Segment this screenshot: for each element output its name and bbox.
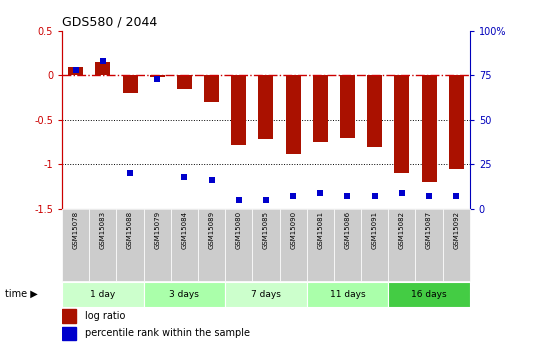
Bar	[340, 76, 355, 138]
Bar	[171, 209, 198, 281]
Point	[71, 67, 80, 73]
Bar	[443, 209, 470, 281]
Point	[343, 194, 352, 199]
Bar	[422, 76, 436, 182]
Bar	[280, 209, 307, 281]
Bar	[388, 209, 415, 281]
Text: GSM15084: GSM15084	[181, 211, 187, 249]
Bar	[62, 282, 144, 306]
Bar	[286, 76, 301, 154]
Bar	[367, 76, 382, 147]
Text: 3 days: 3 days	[170, 289, 199, 299]
Text: GSM15086: GSM15086	[345, 211, 350, 249]
Point	[234, 197, 243, 203]
Bar	[313, 76, 328, 142]
Bar	[231, 76, 246, 145]
Bar	[259, 76, 273, 139]
Text: time ▶: time ▶	[5, 289, 38, 299]
Bar	[177, 76, 192, 89]
Bar	[62, 327, 76, 340]
Text: GSM15088: GSM15088	[127, 211, 133, 249]
Bar	[89, 209, 117, 281]
Bar	[68, 67, 83, 76]
Point	[289, 194, 298, 199]
Text: GSM15081: GSM15081	[318, 211, 323, 249]
Text: GSM15089: GSM15089	[208, 211, 214, 249]
Bar	[225, 209, 252, 281]
Bar	[96, 62, 110, 76]
Point	[370, 194, 379, 199]
Bar	[150, 76, 165, 77]
Bar	[307, 209, 334, 281]
Text: 7 days: 7 days	[251, 289, 281, 299]
Bar	[252, 209, 280, 281]
Text: GSM15079: GSM15079	[154, 211, 160, 249]
Point	[180, 174, 189, 179]
Bar	[144, 209, 171, 281]
Point	[126, 170, 134, 176]
Point	[98, 59, 107, 64]
Bar	[144, 282, 225, 306]
Bar	[204, 76, 219, 102]
Text: GSM15092: GSM15092	[453, 211, 459, 249]
Bar	[198, 209, 225, 281]
Point	[316, 190, 325, 196]
Point	[261, 197, 270, 203]
Bar	[388, 282, 470, 306]
Text: GDS580 / 2044: GDS580 / 2044	[62, 16, 157, 29]
Text: GSM15085: GSM15085	[263, 211, 269, 249]
Point	[397, 190, 406, 196]
Text: GSM15078: GSM15078	[73, 211, 79, 249]
Bar	[123, 76, 138, 93]
Text: 1 day: 1 day	[90, 289, 116, 299]
Bar	[225, 282, 307, 306]
Bar	[449, 76, 464, 169]
Text: GSM15090: GSM15090	[290, 211, 296, 249]
Text: GSM15091: GSM15091	[372, 211, 377, 249]
Text: percentile rank within the sample: percentile rank within the sample	[85, 328, 249, 338]
Text: GSM15087: GSM15087	[426, 211, 432, 249]
Text: 16 days: 16 days	[411, 289, 447, 299]
Point	[153, 76, 161, 82]
Bar	[394, 76, 409, 173]
Bar	[361, 209, 388, 281]
Text: GSM15082: GSM15082	[399, 211, 405, 249]
Point	[452, 194, 461, 199]
Bar	[307, 282, 388, 306]
Text: log ratio: log ratio	[85, 311, 125, 321]
Bar	[117, 209, 144, 281]
Bar	[415, 209, 443, 281]
Bar	[334, 209, 361, 281]
Point	[207, 178, 216, 183]
Text: GSM15083: GSM15083	[100, 211, 106, 249]
Text: GSM15080: GSM15080	[236, 211, 242, 249]
Bar	[62, 209, 89, 281]
Bar	[62, 309, 76, 323]
Point	[424, 194, 433, 199]
Text: 11 days: 11 days	[330, 289, 365, 299]
